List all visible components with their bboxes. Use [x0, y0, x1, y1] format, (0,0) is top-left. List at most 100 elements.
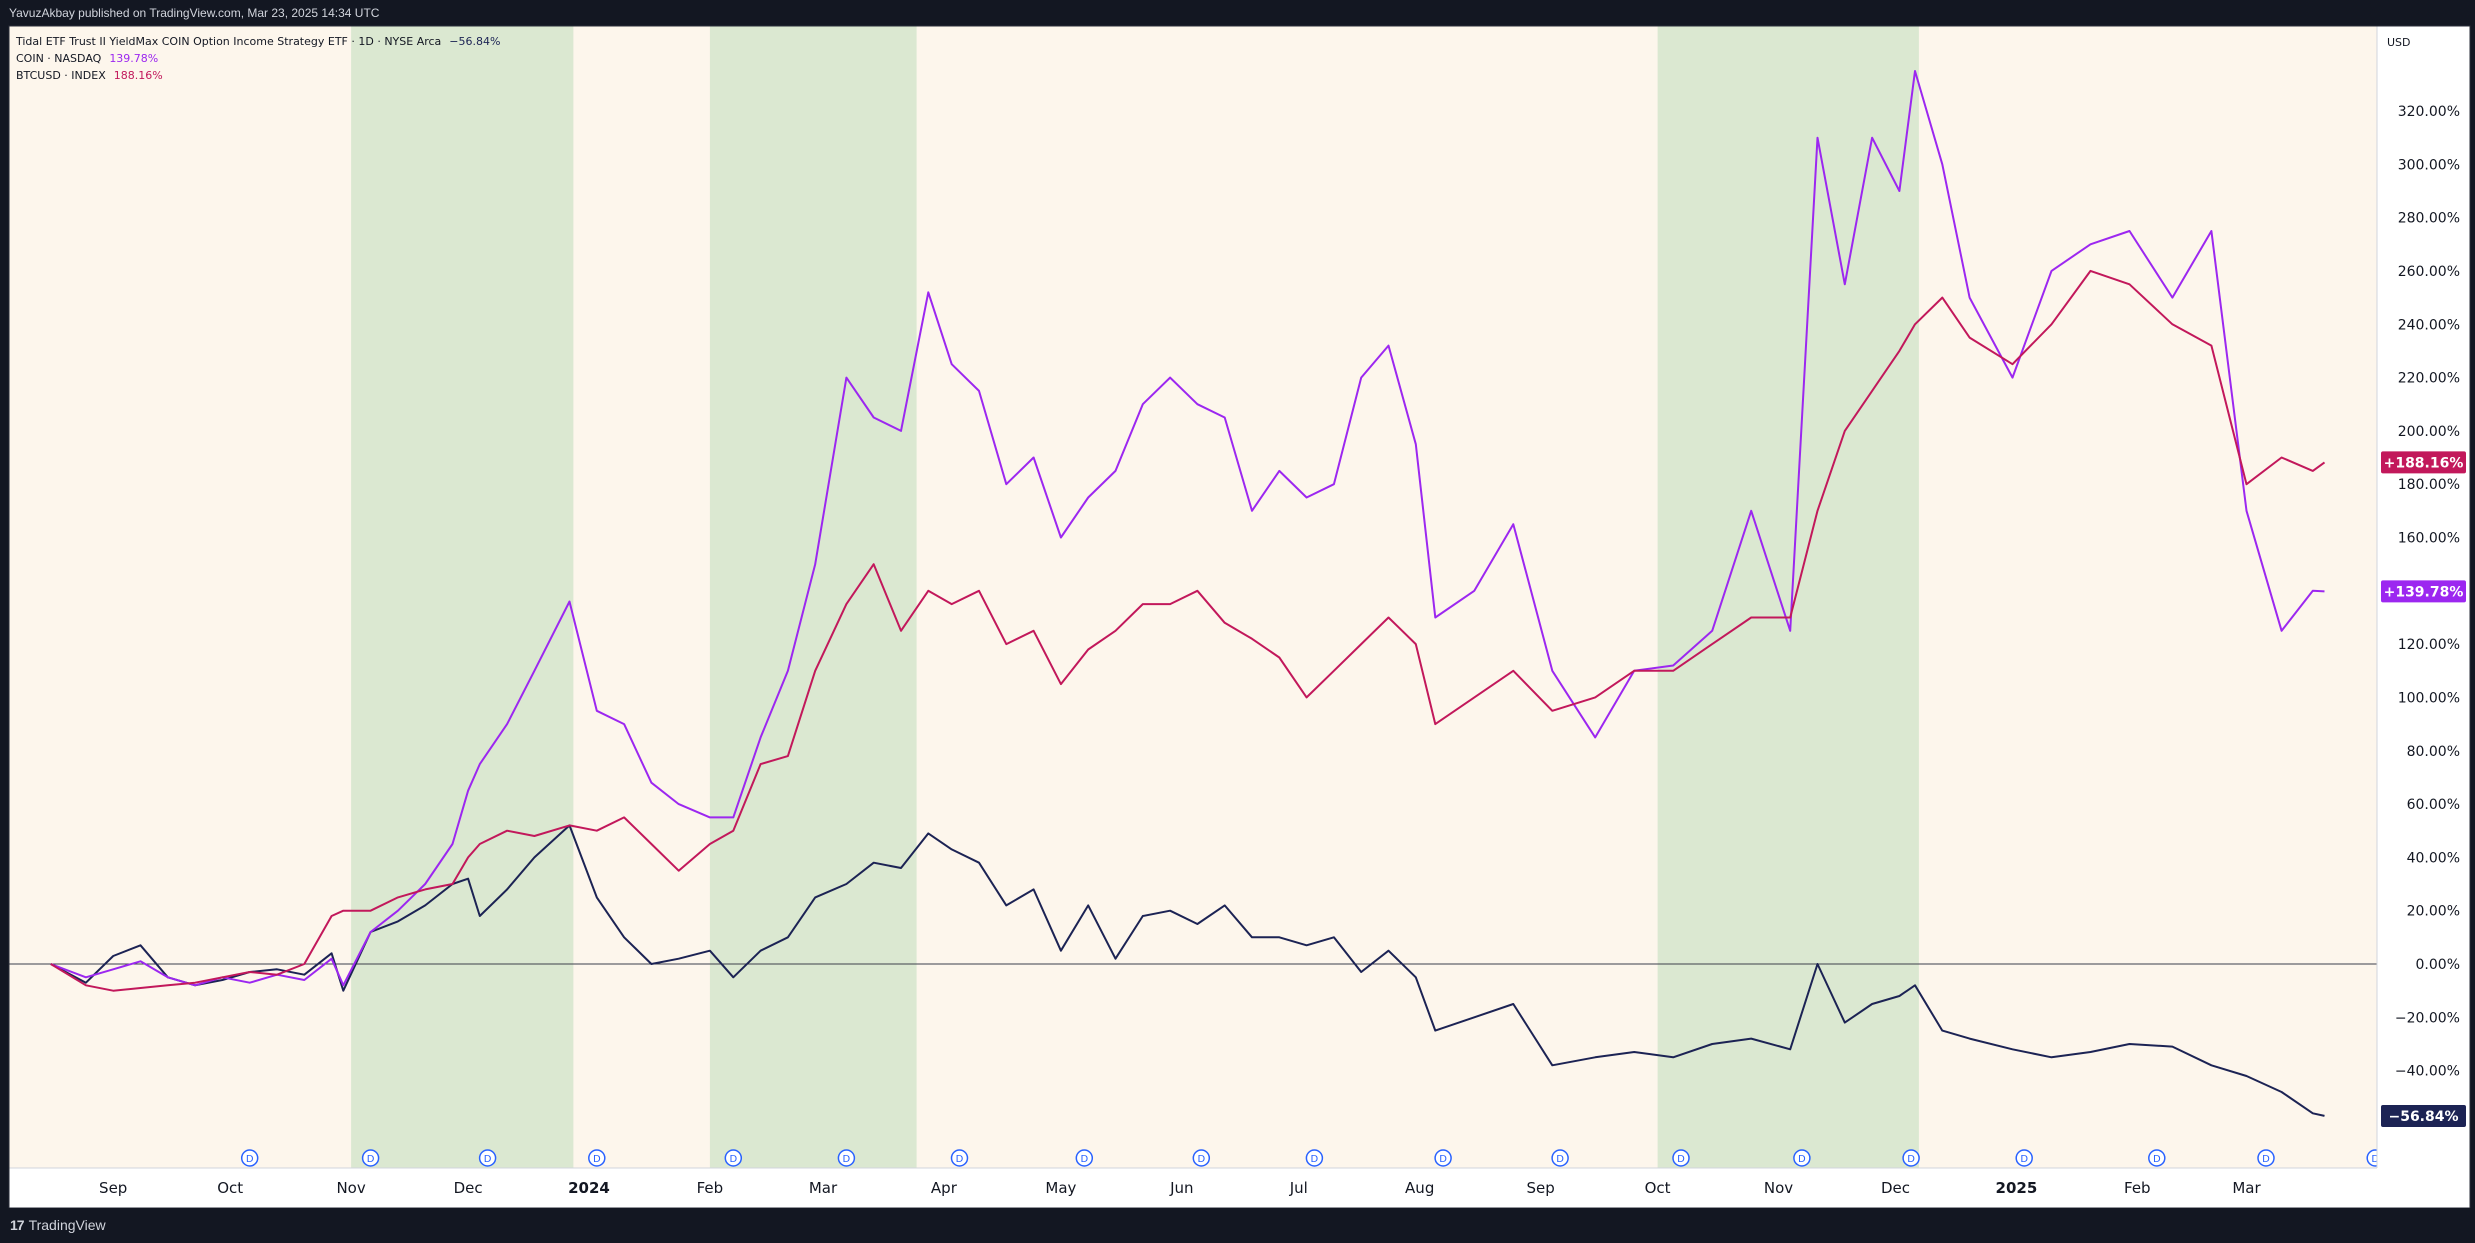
- svg-text:D: D: [2262, 1154, 2270, 1165]
- x-tick-label: Aug: [1405, 1179, 1434, 1197]
- last-value-label: +188.16%: [2384, 455, 2464, 471]
- dividend-marker[interactable]: D: [2257, 1149, 2275, 1167]
- dividend-marker[interactable]: D: [837, 1149, 856, 1167]
- legend-label-etf: Tidal ETF Trust II YieldMax COIN Option …: [16, 35, 442, 48]
- legend-row-coin[interactable]: COIN · NASDAQ 139.78%: [16, 50, 500, 67]
- x-tick-label: Jul: [1289, 1179, 1308, 1197]
- dividend-marker[interactable]: D: [1793, 1149, 1811, 1167]
- shaded-region: [1657, 26, 1919, 1168]
- x-tick-label: Sep: [1526, 1179, 1554, 1197]
- svg-text:D: D: [1311, 1154, 1319, 1165]
- y-tick-label: 280.00%: [2398, 211, 2460, 227]
- y-tick-label: 180.00%: [2398, 477, 2460, 493]
- dividend-marker[interactable]: D: [478, 1149, 497, 1167]
- dividend-marker[interactable]: D: [724, 1149, 743, 1167]
- x-tick-label: Oct: [1645, 1179, 1671, 1197]
- x-tick-label: Mar: [2232, 1179, 2261, 1197]
- dividend-marker[interactable]: D: [950, 1149, 969, 1167]
- y-tick-label: 220.00%: [2398, 371, 2460, 387]
- legend-label-btc: BTCUSD · INDEX: [16, 69, 106, 82]
- dividend-marker[interactable]: D: [2148, 1149, 2166, 1167]
- dividend-marker[interactable]: D: [2015, 1149, 2033, 1167]
- legend-row-etf[interactable]: Tidal ETF Trust II YieldMax COIN Option …: [16, 33, 500, 50]
- dividend-marker[interactable]: D: [240, 1149, 259, 1167]
- legend: Tidal ETF Trust II YieldMax COIN Option …: [16, 33, 500, 84]
- x-tick-label: Oct: [217, 1179, 243, 1197]
- footer-bar: 17 TradingView: [0, 1208, 2475, 1243]
- svg-text:D: D: [1439, 1154, 1447, 1165]
- x-tick-label: Nov: [336, 1179, 365, 1197]
- series-line[interactable]: [50, 269, 2326, 992]
- y-tick-label: 20.00%: [2407, 904, 2460, 920]
- dividend-marker[interactable]: D: [1672, 1149, 1690, 1167]
- svg-text:D: D: [2371, 1154, 2379, 1165]
- x-tick-label: Mar: [809, 1179, 838, 1197]
- y-tick-label: 300.00%: [2398, 157, 2460, 173]
- currency-label: USD: [2387, 36, 2411, 49]
- y-tick-label: 260.00%: [2398, 264, 2460, 280]
- y-tick-label: 160.00%: [2398, 531, 2460, 547]
- dividend-marker[interactable]: D: [1551, 1149, 1569, 1167]
- shaded-region: [351, 26, 574, 1168]
- legend-label-coin: COIN · NASDAQ: [16, 52, 102, 65]
- y-tick-label: 40.00%: [2407, 850, 2460, 866]
- x-tick-label: 2024: [568, 1179, 610, 1197]
- tradingview-brand-text: TradingView: [28, 1217, 106, 1233]
- axis-corner: [2377, 1168, 2470, 1208]
- y-tick-label: 240.00%: [2398, 317, 2460, 333]
- x-tick-label: 2025: [1996, 1179, 2038, 1197]
- svg-text:D: D: [1798, 1154, 1806, 1165]
- svg-text:D: D: [246, 1154, 254, 1165]
- dividend-marker[interactable]: D: [361, 1149, 380, 1167]
- y-tick-label: 100.00%: [2398, 690, 2460, 706]
- y-tick-label: 60.00%: [2407, 797, 2460, 813]
- svg-text:D: D: [1080, 1154, 1088, 1165]
- svg-text:D: D: [593, 1154, 601, 1165]
- svg-text:D: D: [2020, 1154, 2028, 1165]
- last-value-badge[interactable]: [2381, 451, 2466, 474]
- x-tick-label: Apr: [931, 1179, 958, 1197]
- series-line[interactable]: [50, 70, 2325, 987]
- legend-value-coin: 139.78%: [109, 52, 159, 65]
- series-line[interactable]: [50, 824, 2325, 1117]
- time-axis[interactable]: [9, 1168, 2377, 1208]
- dividend-marker[interactable]: D: [1305, 1149, 1324, 1167]
- y-tick-label: 0.00%: [2416, 957, 2460, 973]
- svg-text:D: D: [2153, 1154, 2161, 1165]
- svg-text:D: D: [1197, 1154, 1205, 1165]
- x-tick-label: Dec: [1881, 1179, 1910, 1197]
- y-tick-label: 200.00%: [2398, 424, 2460, 440]
- dividend-marker[interactable]: D: [1902, 1149, 1920, 1167]
- svg-text:D: D: [956, 1154, 964, 1165]
- last-value-label: +139.78%: [2384, 584, 2464, 600]
- tradingview-logo[interactable]: 17 TradingView: [10, 1217, 106, 1233]
- svg-text:D: D: [1907, 1154, 1915, 1165]
- legend-value-btc: 188.16%: [113, 69, 163, 82]
- dividend-marker[interactable]: D: [1192, 1149, 1211, 1167]
- svg-text:D: D: [367, 1154, 375, 1165]
- svg-text:D: D: [843, 1154, 851, 1165]
- svg-text:D: D: [1677, 1154, 1685, 1165]
- chart-frame: [8, 25, 2471, 1208]
- dividend-marker[interactable]: D: [588, 1149, 606, 1167]
- legend-row-btc[interactable]: BTCUSD · INDEX 188.16%: [16, 67, 500, 84]
- dividend-marker[interactable]: D: [1075, 1149, 1094, 1167]
- chart[interactable]: D D D D D D D D D D D D D D D D D D D USD −40.00% −20.00% 0.00…: [0, 0, 2475, 1208]
- dividend-marker[interactable]: D: [1434, 1149, 1452, 1167]
- y-tick-label: 320.00%: [2398, 104, 2460, 120]
- x-tick-label: Feb: [2124, 1179, 2151, 1197]
- last-value-badge[interactable]: [2381, 1104, 2466, 1127]
- publisher-text: YavuzAkbay published on TradingView.com,…: [9, 6, 380, 20]
- legend-value-etf: −56.84%: [449, 35, 501, 48]
- svg-text:D: D: [729, 1154, 737, 1165]
- x-tick-label: May: [1045, 1179, 1076, 1197]
- y-tick-label: −20.00%: [2395, 1010, 2460, 1026]
- y-tick-label: 120.00%: [2398, 637, 2460, 653]
- y-tick-label: −40.00%: [2395, 1064, 2460, 1080]
- last-value-badge[interactable]: [2381, 580, 2466, 603]
- x-tick-label: Feb: [697, 1179, 724, 1197]
- svg-text:D: D: [1556, 1154, 1564, 1165]
- shaded-region: [709, 26, 917, 1168]
- x-tick-label: Nov: [1764, 1179, 1793, 1197]
- last-value-label: −56.84%: [2388, 1109, 2458, 1125]
